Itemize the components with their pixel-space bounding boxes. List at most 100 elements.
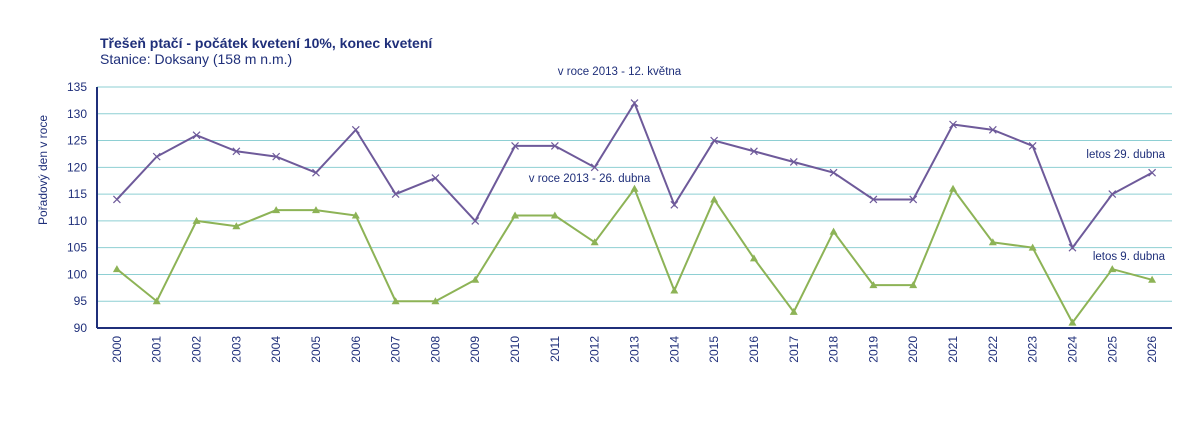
x-tick-label: 2008	[428, 336, 442, 363]
y-tick-label: 100	[67, 267, 87, 281]
data-point	[272, 206, 281, 214]
data-point	[829, 227, 838, 235]
x-tick-label: 2015	[707, 336, 721, 363]
y-tick-label: 115	[68, 187, 87, 201]
x-tick-label: 2012	[588, 336, 602, 363]
x-tick-label: 2011	[548, 336, 562, 362]
y-tick-label: 105	[67, 241, 87, 255]
y-tick-label: 95	[74, 294, 88, 308]
annotation: letos 29. dubna	[1086, 149, 1165, 161]
data-point	[988, 125, 997, 134]
data-point	[670, 286, 679, 294]
data-point	[869, 195, 878, 204]
data-point	[789, 307, 798, 315]
y-tick-label: 110	[68, 214, 87, 228]
x-tick-label: 2023	[1026, 336, 1040, 363]
data-point	[391, 190, 400, 199]
x-tick-label: 2006	[349, 336, 363, 363]
x-tick-label: 2022	[986, 336, 1000, 363]
data-point	[550, 211, 559, 219]
data-point	[152, 152, 161, 161]
data-point	[232, 147, 241, 156]
data-point	[351, 211, 360, 219]
x-tick-label: 2019	[866, 336, 880, 363]
x-tick-label: 2000	[110, 336, 124, 363]
data-point	[1068, 243, 1077, 252]
y-tick-label: 130	[67, 107, 87, 121]
data-point	[1028, 243, 1037, 251]
y-tick-label: 90	[74, 321, 88, 335]
data-point	[1108, 190, 1117, 199]
x-tick-label: 2026	[1145, 336, 1159, 363]
data-point	[391, 297, 400, 305]
data-point	[311, 206, 320, 214]
x-tick-label: 2017	[787, 336, 801, 363]
data-point	[1108, 265, 1117, 273]
data-point	[232, 222, 241, 230]
x-tick-label: 2021	[946, 336, 960, 363]
data-point	[988, 238, 997, 246]
data-point	[670, 200, 679, 209]
data-point	[949, 120, 957, 129]
data-point	[511, 141, 519, 150]
x-tick-label: 2020	[906, 336, 920, 363]
chart-subtitle: Stanice: Doksany (158 m n.m.)	[100, 51, 292, 67]
series-line-1	[116, 186, 1153, 325]
annotation: letos 9. dubna	[1093, 251, 1166, 263]
data-point	[1068, 318, 1077, 326]
data-point	[1148, 168, 1157, 177]
x-tick-label: 2013	[628, 336, 642, 363]
data-point	[272, 152, 281, 161]
data-point	[710, 195, 719, 203]
data-point	[789, 158, 798, 166]
data-point	[471, 275, 480, 283]
data-point	[909, 195, 918, 204]
data-point	[630, 184, 639, 192]
data-point	[192, 131, 201, 140]
data-point	[749, 254, 758, 262]
data-point	[1148, 275, 1157, 283]
data-point	[909, 281, 918, 289]
data-point	[630, 99, 639, 107]
x-tick-label: 2001	[150, 336, 164, 363]
data-point	[750, 147, 758, 156]
data-point	[192, 216, 201, 224]
x-tick-label: 2007	[389, 336, 403, 363]
data-point	[431, 297, 440, 305]
data-point	[152, 297, 161, 305]
x-tick-label: 2005	[309, 336, 323, 363]
annotation: v roce 2013 - 26. dubna	[529, 173, 651, 185]
x-tick-label: 2002	[190, 336, 204, 363]
x-tick-label: 2025	[1105, 336, 1119, 363]
data-point	[550, 141, 559, 150]
x-tick-label: 2016	[747, 336, 761, 363]
x-tick-label: 2024	[1065, 336, 1079, 363]
data-point	[710, 136, 719, 145]
chart-title: Třešeň ptačí - počátek kvetení 10%, kone…	[100, 35, 433, 51]
y-tick-label: 120	[67, 160, 87, 174]
x-tick-label: 2018	[827, 336, 841, 363]
y-tick-label: 135	[67, 80, 87, 94]
data-point	[869, 281, 878, 289]
data-point	[590, 238, 599, 246]
data-point	[590, 163, 599, 172]
data-point	[112, 195, 121, 204]
data-point	[431, 174, 440, 182]
data-point	[112, 265, 121, 273]
data-point	[312, 168, 320, 177]
data-point	[829, 168, 838, 177]
data-point	[949, 184, 958, 192]
x-tick-label: 2010	[508, 336, 522, 363]
y-axis-label: Pořadový den v roce	[36, 115, 50, 225]
x-tick-label: 2014	[667, 336, 681, 363]
data-point	[511, 211, 520, 219]
data-point	[1028, 141, 1037, 150]
data-point	[471, 216, 480, 225]
data-point	[351, 125, 360, 134]
y-tick-label: 125	[67, 134, 87, 148]
x-tick-label: 2004	[269, 336, 283, 363]
annotation: v roce 2013 - 12. května	[558, 66, 682, 78]
x-tick-label: 2009	[468, 336, 482, 363]
